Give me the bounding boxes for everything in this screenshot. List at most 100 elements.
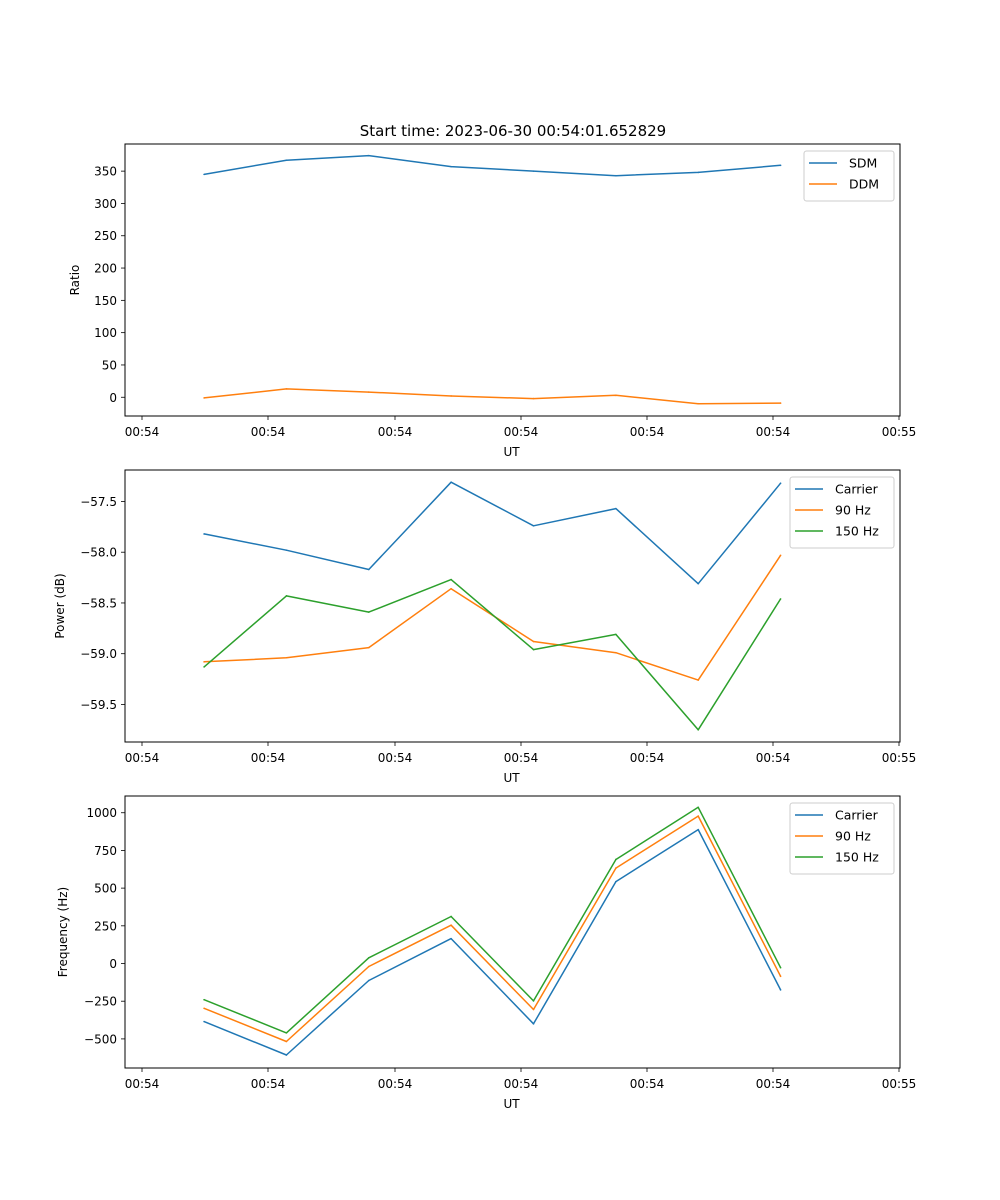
- data-point: [697, 402, 700, 405]
- data-point: [203, 1007, 205, 1010]
- series-carrier: [203, 828, 782, 1056]
- data-point: [779, 989, 782, 991]
- data-point: [203, 397, 205, 399]
- legend-label: DDM: [849, 177, 879, 192]
- series-line: [204, 388, 781, 405]
- x-tick-label: 00:54: [630, 1077, 665, 1091]
- x-tick-label: 00:54: [630, 751, 665, 765]
- panel-2: 00:54 00:54 00:54 00:54 00:54 00:54 00:55 −59.5…: [53, 469, 917, 785]
- data-point: [615, 633, 617, 636]
- data-point: [450, 481, 452, 483]
- y-tick-label: 350: [94, 165, 117, 179]
- y-tick-label: −59.5: [80, 698, 117, 712]
- series-line: [203, 815, 782, 1043]
- y-tick-label: −58.5: [80, 596, 117, 610]
- data-point: [532, 1023, 535, 1025]
- x-tick-label: 00:55: [882, 425, 917, 439]
- data-point: [697, 171, 700, 174]
- y-tick-label: 300: [94, 197, 117, 211]
- x-tick-label: 00:55: [882, 1077, 917, 1091]
- x-tick-label: 00:54: [378, 1077, 413, 1091]
- panel-3: 00:54 00:54 00:54 00:54 00:54 00:54 00:55 −500 −…: [56, 795, 917, 1111]
- data-point: [285, 388, 288, 390]
- y-tick-label: −57.5: [80, 495, 117, 509]
- legend: Carrier 90 Hz 150 Hz: [789, 476, 895, 549]
- series-line: [203, 481, 782, 585]
- data-point: [285, 159, 288, 161]
- data-point: [285, 1054, 288, 1056]
- y-tick-label: −58.0: [80, 546, 117, 560]
- data-point: [450, 587, 452, 590]
- data-point: [532, 397, 535, 400]
- y-tick-label: 50: [102, 358, 117, 372]
- legend-label: SDM: [849, 156, 877, 171]
- data-point: [367, 568, 370, 571]
- y-axis-label: Frequency (Hz): [56, 887, 70, 978]
- y-tick-label: 250: [94, 919, 117, 933]
- x-tick-label: 00:54: [251, 751, 286, 765]
- figure-title: Start time: 2023-06-30 00:54:01.652829: [360, 122, 666, 140]
- y-tick-label: 250: [94, 229, 117, 243]
- y-tick-label: −59.0: [80, 647, 117, 661]
- series-line: [203, 578, 782, 731]
- x-tick-label: 00:54: [251, 1077, 286, 1091]
- x-tick-label: 00:55: [882, 751, 917, 765]
- data-point: [203, 998, 205, 1001]
- x-axis-label: UT: [503, 771, 520, 785]
- y-tick-label: 1000: [86, 806, 117, 820]
- legend-label: 150 Hz: [835, 524, 879, 539]
- data-point: [697, 815, 700, 817]
- y-axis-label: Ratio: [68, 265, 82, 296]
- series-90-hz: [203, 815, 782, 1043]
- data-point: [697, 582, 700, 585]
- data-point: [615, 867, 617, 869]
- data-point: [285, 549, 288, 551]
- data-point: [450, 937, 452, 940]
- legend-label: 90 Hz: [835, 503, 871, 518]
- series-ddm: [203, 388, 782, 405]
- axes-frame: [124, 469, 901, 743]
- data-point: [615, 174, 617, 177]
- data-point: [450, 395, 452, 397]
- series-150-hz: [203, 806, 782, 1034]
- y-tick-label: 200: [94, 262, 117, 276]
- y-tick-label: −500: [84, 1032, 117, 1046]
- panels: 00:54 00:54 00:54 00:54 00:54 00:54 00:55 0 50 10…: [53, 143, 917, 1111]
- data-point: [779, 598, 782, 600]
- y-tick-label: 0: [109, 391, 117, 405]
- x-axis-label: UT: [503, 1097, 520, 1111]
- data-point: [779, 402, 782, 404]
- x-axis-label: UT: [503, 445, 520, 459]
- data-point: [203, 533, 205, 535]
- data-point: [779, 482, 782, 484]
- data-point: [779, 164, 782, 167]
- data-point: [203, 661, 205, 663]
- legend: Carrier 90 Hz 150 Hz: [789, 802, 895, 875]
- x-tick-label: 00:54: [378, 751, 413, 765]
- data-point: [697, 828, 700, 831]
- series-line: [203, 154, 781, 177]
- x-tick-label: 00:54: [125, 751, 160, 765]
- data-point: [697, 806, 700, 809]
- data-point: [532, 1000, 535, 1002]
- data-point: [367, 956, 370, 959]
- data-point: [450, 915, 452, 918]
- y-axis-label: Power (dB): [53, 573, 67, 638]
- data-point: [779, 554, 782, 557]
- y-tick-label: 500: [94, 882, 117, 896]
- legend: SDM DDM: [803, 150, 895, 202]
- x-tick-label: 00:54: [504, 751, 539, 765]
- legend-label: 150 Hz: [835, 850, 879, 865]
- data-point: [450, 165, 452, 168]
- series-150-hz: [203, 578, 782, 731]
- y-tick-label: 100: [94, 326, 117, 340]
- data-point: [532, 1008, 535, 1011]
- data-point: [615, 394, 617, 397]
- axes-frame: [124, 795, 901, 1069]
- x-tick-label: 00:54: [756, 425, 791, 439]
- legend-label: Carrier: [835, 808, 879, 823]
- data-point: [450, 924, 452, 927]
- data-point: [203, 173, 205, 176]
- data-point: [285, 1032, 288, 1034]
